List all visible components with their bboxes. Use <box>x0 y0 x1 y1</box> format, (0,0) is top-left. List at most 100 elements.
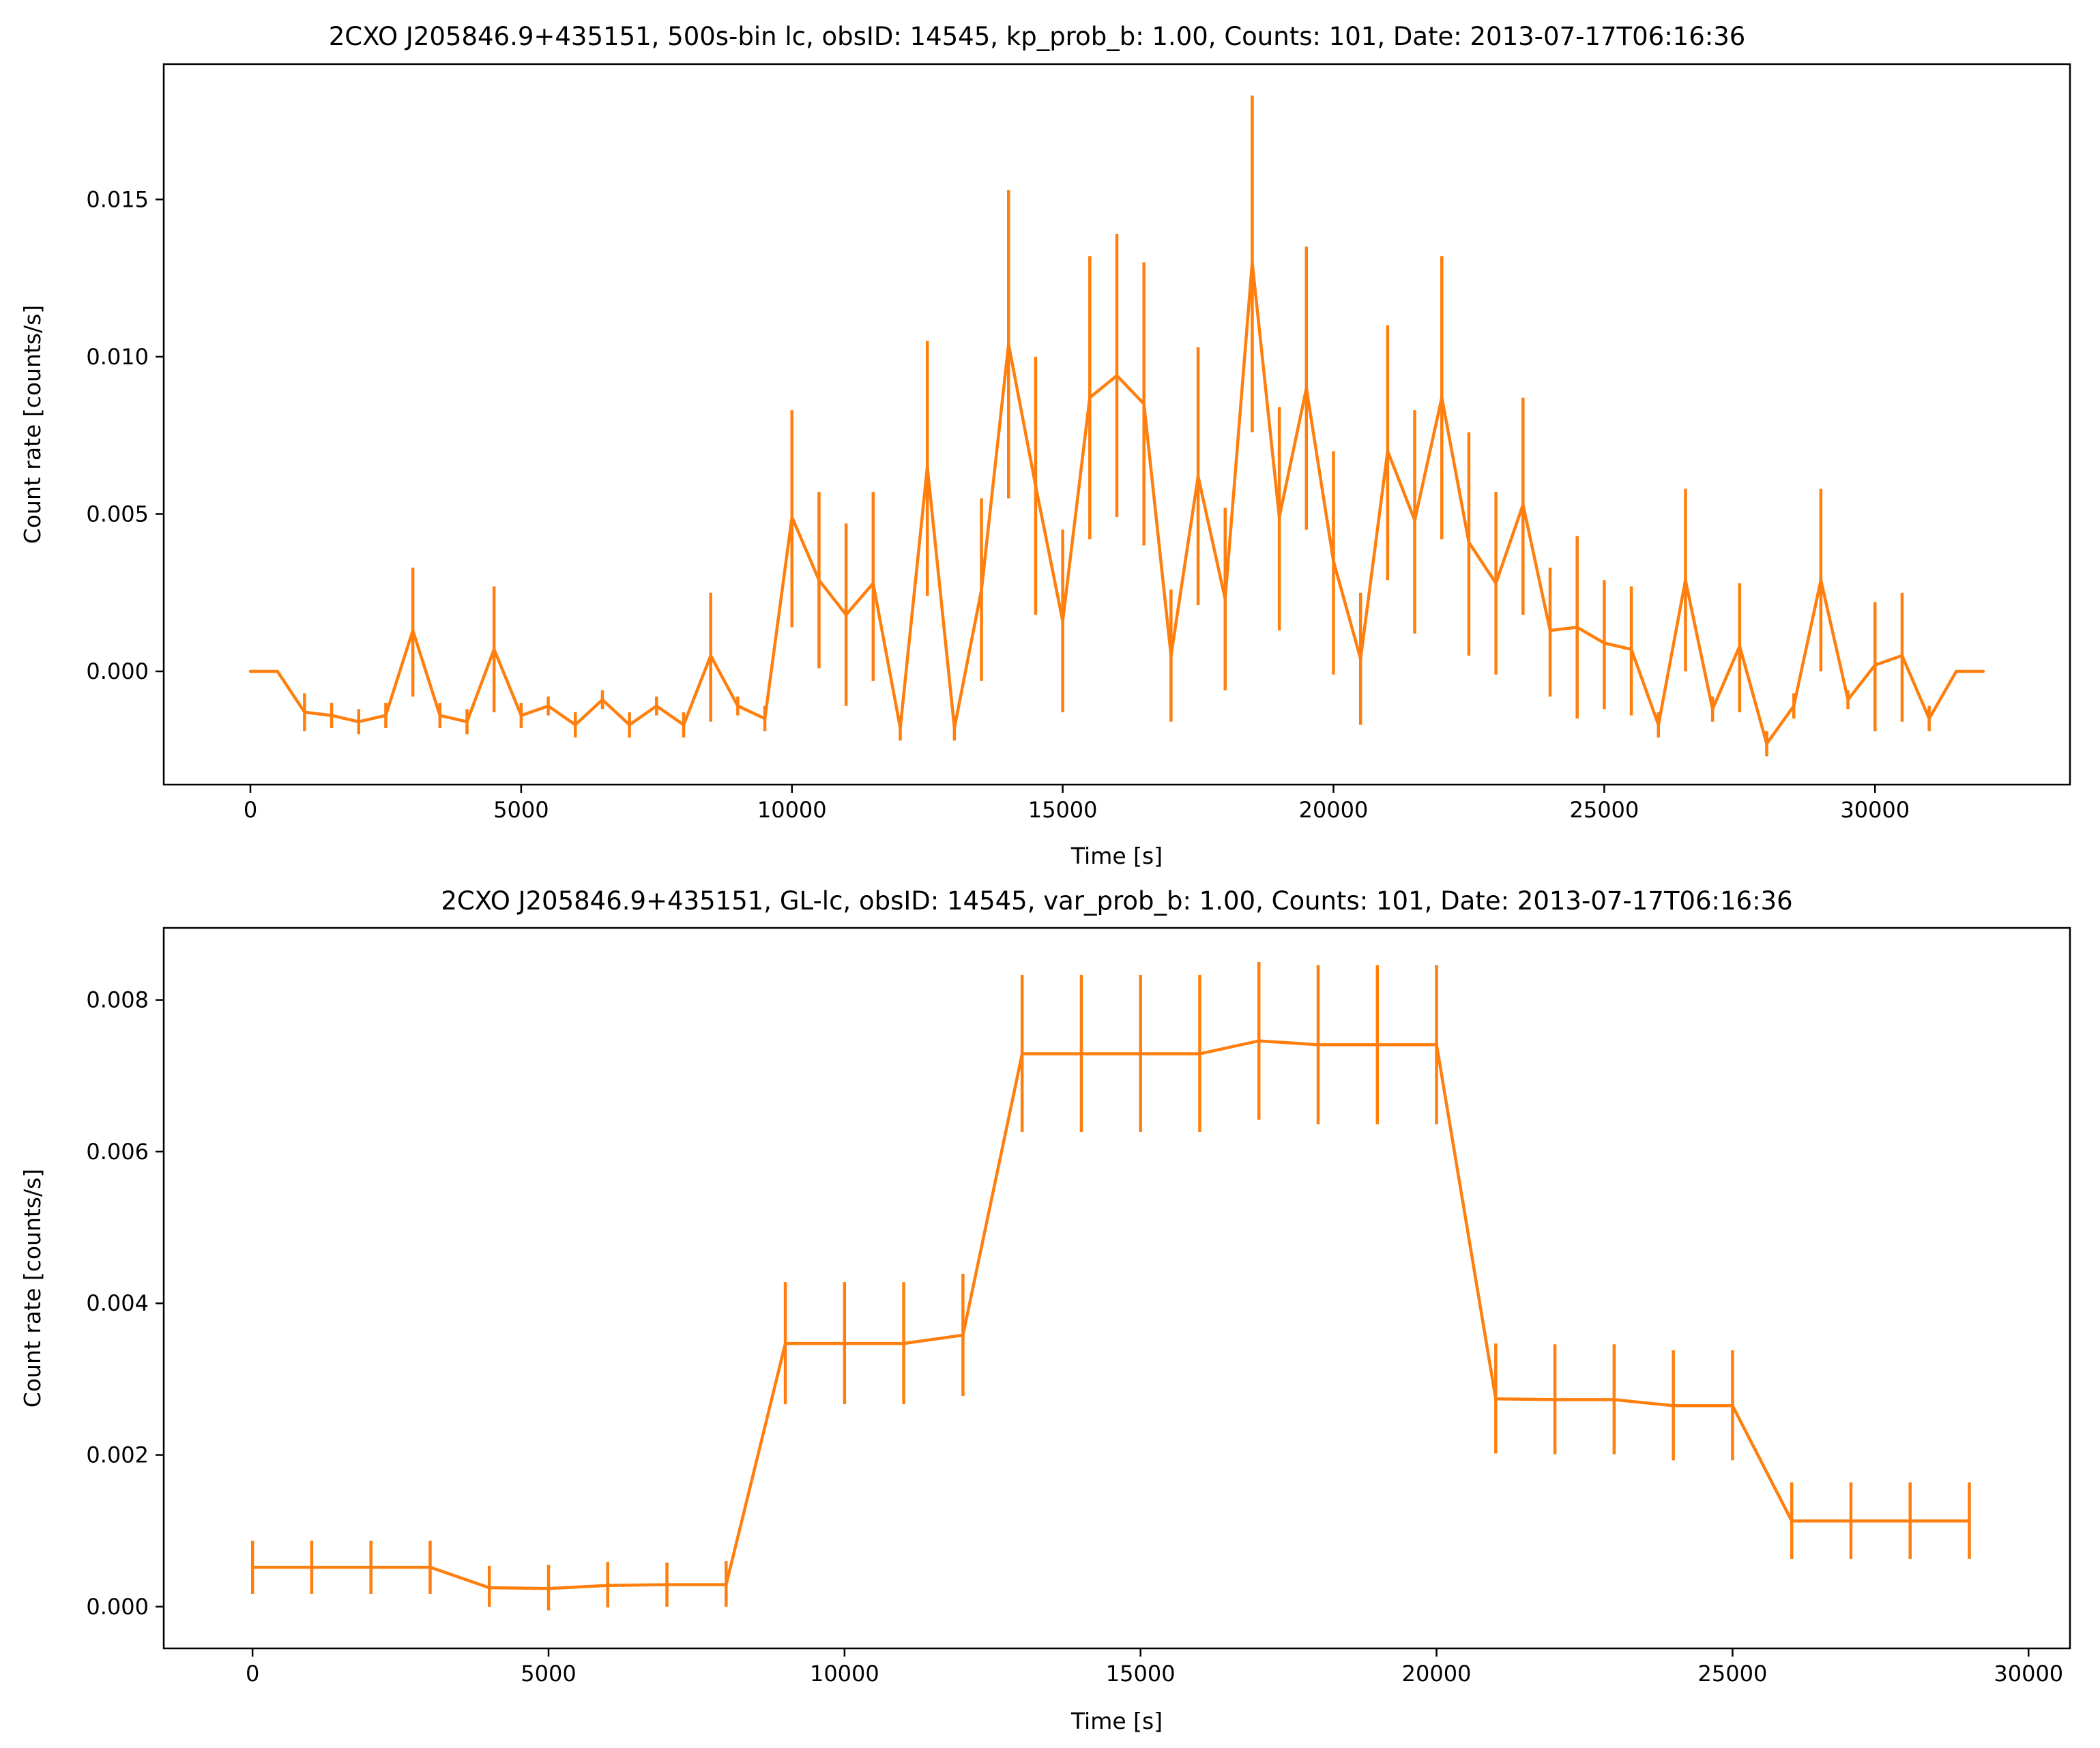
bottom-chart-data-point <box>1079 1052 1083 1055</box>
top-chart-data-point <box>871 581 875 585</box>
bottom-chart-data-point <box>488 1586 491 1590</box>
bottom-chart-data-point <box>1731 1404 1734 1408</box>
top-chart-data-point <box>952 726 957 730</box>
bottom-chart-data-point <box>1849 1519 1853 1523</box>
top-chart-data-point <box>1629 647 1633 651</box>
bottom-chart-data-point <box>783 1341 787 1345</box>
top-chart-data-point <box>1061 620 1064 623</box>
top-chart-data-point <box>844 613 848 617</box>
bottom-chart-data-point <box>1435 1043 1438 1047</box>
top-chart-data-point <box>1873 663 1877 667</box>
bottom-chart-x-tick-label: 30000 <box>1994 1661 2063 1687</box>
top-chart-data-point <box>1332 559 1335 563</box>
bottom-chart-y-ticks: 0.000 0.002 0.004 0.006 0.008 <box>86 987 164 1620</box>
top-chart-data-point <box>1413 519 1416 522</box>
top-chart-data-point <box>1575 626 1579 629</box>
bottom-chart-data-point <box>310 1565 314 1569</box>
bottom-chart: 2CXO J205846.9+435151, GL-lc, obsID: 145… <box>19 886 2071 1734</box>
bottom-chart-data-point <box>369 1565 373 1569</box>
top-chart-y-ticks: 0.000 0.005 0.010 0.015 <box>86 186 164 684</box>
top-chart-data-point <box>1358 657 1362 660</box>
top-chart-data-point <box>1765 742 1768 746</box>
top-chart-data-point <box>438 714 442 717</box>
top-chart-x-axis-label: Time [s] <box>1070 843 1163 869</box>
bottom-chart-y-axis-label: Count rate [counts/s] <box>19 1169 46 1408</box>
bottom-chart-data-point <box>1316 1043 1320 1047</box>
bottom-chart-data-point <box>1257 1039 1261 1043</box>
top-chart-data-point <box>1846 698 1850 701</box>
top-chart-data-point <box>1657 723 1660 727</box>
bottom-chart-data-point <box>843 1341 847 1345</box>
top-chart-data-point <box>1955 669 1958 673</box>
top-chart-y-tick-label: 0.005 <box>86 501 149 527</box>
top-chart-data-point <box>1304 386 1309 390</box>
top-chart-x-tick-label: 30000 <box>1840 797 1910 823</box>
top-chart-data-point <box>1277 515 1281 519</box>
bottom-chart-data-point <box>725 1583 728 1586</box>
bottom-chart-data-point <box>606 1584 609 1587</box>
top-chart-data-point <box>330 714 334 717</box>
top-chart-data-point <box>1467 540 1471 544</box>
top-chart-data-point <box>1494 581 1498 585</box>
top-chart-data-point <box>763 716 767 720</box>
top-chart-data-point <box>492 647 496 651</box>
top-chart-x-tick-label: 20000 <box>1299 797 1369 823</box>
top-chart-y-tick-label: 0.010 <box>86 344 149 370</box>
bottom-chart-data-point <box>1908 1519 1912 1523</box>
bottom-chart-data-point <box>1790 1519 1794 1523</box>
bottom-chart-data-point <box>428 1565 432 1569</box>
top-chart-data-point <box>1440 396 1444 400</box>
top-chart-axes-frame <box>162 63 2071 786</box>
bottom-chart-x-tick-label: 0 <box>246 1661 259 1687</box>
top-chart-data-point <box>925 465 929 469</box>
bottom-chart-data-point <box>1198 1052 1201 1055</box>
bottom-chart-data-point <box>1020 1052 1024 1055</box>
top-chart-data-point <box>1927 716 1931 720</box>
top-chart-data-point <box>1386 449 1390 453</box>
top-chart-data-point <box>465 720 469 723</box>
top-chart-data-point <box>1981 669 1985 673</box>
top-chart-data-point <box>411 628 415 632</box>
bottom-chart-data-point <box>1612 1398 1616 1401</box>
top-chart-data-point <box>546 704 550 708</box>
top-chart-data-point <box>817 579 821 582</box>
bottom-chart-data-point <box>902 1341 905 1345</box>
top-chart-data-point <box>628 723 631 727</box>
bottom-chart-y-tick-label: 0.008 <box>86 987 149 1013</box>
bottom-chart-data-point <box>1968 1519 1971 1523</box>
top-chart-data-point <box>1521 503 1525 506</box>
bottom-chart-axes-frame <box>162 927 2071 1650</box>
bottom-chart-data-point <box>250 1565 254 1569</box>
bottom-chart-data-point <box>546 1586 551 1590</box>
top-chart-data-point <box>1034 484 1038 488</box>
top-chart-data-point <box>574 723 577 727</box>
top-chart-data-point <box>1548 628 1552 632</box>
top-chart-data-point <box>980 587 983 592</box>
top-chart-data-point <box>1251 261 1254 264</box>
top-chart-data-point <box>1169 654 1173 658</box>
top-chart-data-point <box>248 669 252 673</box>
top-chart-data-point <box>357 720 360 723</box>
top-chart-data-point <box>519 714 523 717</box>
bottom-chart-data-point <box>1375 1043 1379 1047</box>
bottom-chart-y-tick-label: 0.000 <box>86 1594 149 1620</box>
top-chart-data-point <box>1738 644 1742 648</box>
bottom-chart-data-point <box>1494 1397 1498 1401</box>
top-chart-data-point <box>709 654 712 658</box>
top-chart-x-tick-label: 0 <box>244 797 257 823</box>
bottom-chart-y-tick-label: 0.004 <box>86 1290 149 1316</box>
bottom-chart-data-point <box>665 1583 669 1586</box>
top-chart-data-point <box>1603 641 1606 645</box>
top-chart-x-tick-label: 10000 <box>757 797 827 823</box>
bottom-chart-x-tick-label: 20000 <box>1402 1661 1472 1687</box>
top-chart-data-point <box>1792 704 1796 708</box>
bottom-chart-data-point <box>1553 1398 1557 1401</box>
bottom-chart-data-point <box>1139 1052 1142 1055</box>
bottom-chart-x-tick-label: 25000 <box>1698 1661 1768 1687</box>
bottom-chart-marks <box>250 962 1971 1611</box>
bottom-chart-x-tick-label: 10000 <box>810 1661 879 1687</box>
top-chart-y-axis-label: Count rate [counts/s] <box>19 305 46 544</box>
top-chart-x-tick-label: 5000 <box>493 797 549 823</box>
